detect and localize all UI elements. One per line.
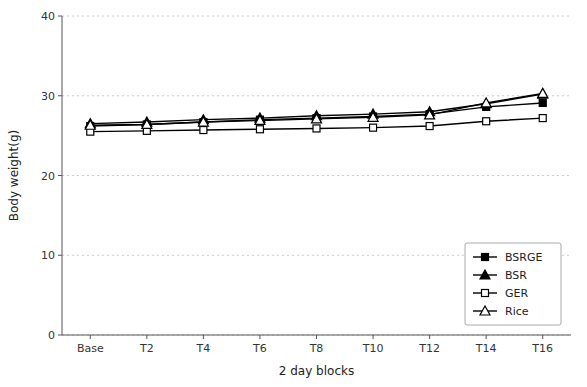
marker (198, 117, 208, 126)
y-tick (58, 175, 62, 176)
x-tick (90, 335, 91, 339)
marker (481, 99, 491, 108)
marker (368, 112, 378, 121)
x-tick-label: T2 (139, 342, 154, 355)
y-tick-label: 20 (41, 170, 55, 183)
marker (539, 115, 546, 122)
marker (481, 98, 491, 107)
grid-line (62, 16, 571, 17)
legend-label: Rice (505, 305, 529, 318)
legend-box (465, 243, 561, 325)
y-axis (62, 16, 63, 335)
x-tick-label: T8 (309, 342, 324, 355)
marker (313, 125, 320, 132)
marker (312, 114, 322, 123)
x-tick (542, 335, 543, 339)
grid-line (62, 95, 571, 96)
legend-label: BSR (505, 269, 527, 282)
legend-marker (480, 306, 490, 315)
y-tick (58, 95, 62, 96)
marker (538, 89, 548, 98)
marker (142, 119, 152, 128)
legend-marker (480, 270, 490, 279)
series (85, 88, 547, 129)
y-tick (58, 255, 62, 256)
x-tick (429, 335, 430, 339)
marker (483, 118, 490, 125)
x-tick (486, 335, 487, 339)
marker (538, 88, 548, 97)
x-tick-label: T14 (475, 342, 497, 355)
x-tick-label: T16 (531, 342, 553, 355)
grid-line (62, 175, 571, 176)
legend-marker (482, 254, 489, 261)
x-tick (146, 335, 147, 339)
marker (426, 123, 433, 130)
marker (370, 124, 377, 131)
y-tick (58, 335, 62, 336)
x-tick-label: T4 (196, 342, 211, 355)
legend-label: GER (505, 287, 528, 300)
plot-area (85, 88, 547, 135)
x-tick (373, 335, 374, 339)
marker (200, 127, 207, 134)
y-axis-label: Body weight(g) (7, 130, 21, 222)
marker (425, 110, 435, 119)
marker (539, 99, 546, 106)
x-tick (316, 335, 317, 339)
series (87, 115, 546, 136)
grid-line (62, 335, 571, 336)
line (90, 94, 542, 124)
legend-marker (482, 290, 489, 297)
y-tick-label: 0 (48, 329, 55, 342)
grid (62, 16, 571, 335)
x-tick (259, 335, 260, 339)
y-tick-label: 30 (41, 90, 55, 103)
marker (256, 126, 263, 133)
y-tick (58, 16, 62, 17)
y-tick-label: 10 (41, 249, 55, 262)
legend-label: BSRGE (505, 251, 543, 264)
x-axis (62, 335, 571, 336)
legend: BSRGE BSR GER Rice (465, 243, 561, 325)
marker (85, 120, 95, 129)
x-tick-label: T6 (252, 342, 267, 355)
y-tick-label: 40 (41, 10, 55, 23)
x-tick-label: T10 (362, 342, 384, 355)
line (90, 93, 542, 125)
x-tick-label: Base (77, 342, 104, 355)
marker (255, 115, 265, 124)
x-tick-label: T12 (418, 342, 440, 355)
x-tick (203, 335, 204, 339)
axes: 0 10 20 30 40 Base T2 T4 T6 T8 T10 T12 T14 T16 (41, 10, 571, 355)
chart: 0 10 20 30 40 Base T2 T4 T6 T8 T10 T12 T14 T16 2 day b… (0, 0, 587, 387)
x-axis-label: 2 day blocks (279, 364, 354, 378)
